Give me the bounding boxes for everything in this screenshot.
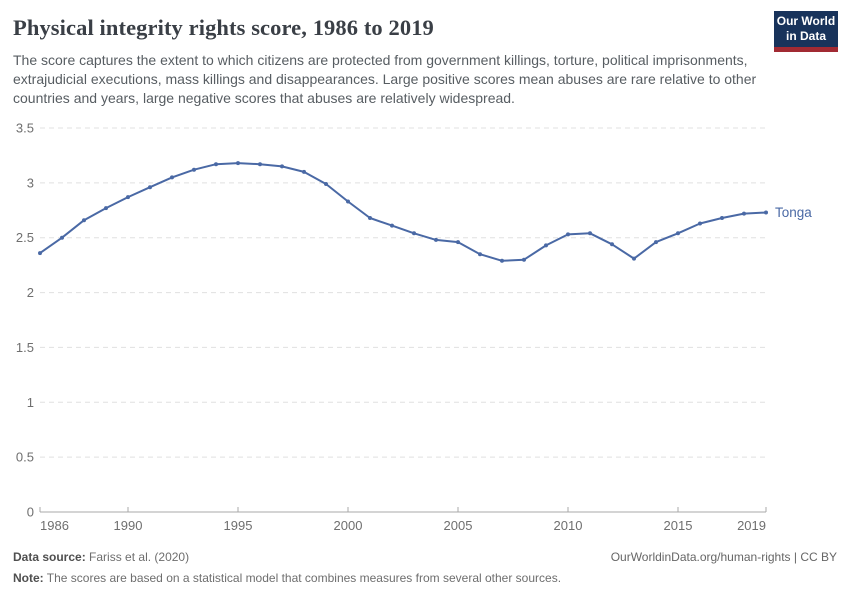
x-tick-label: 1990 [114,518,143,533]
y-tick-label: 1.5 [16,340,34,355]
y-tick-label: 3.5 [16,121,34,136]
page-title: Physical integrity rights score, 1986 to… [13,15,434,40]
data-point [588,231,592,236]
series-line [39,162,767,262]
y-tick-label: 0.5 [16,450,34,465]
x-tick-label: 1995 [224,518,253,533]
data-point [60,235,64,240]
data-point [192,167,196,172]
x-tick-label: 2005 [444,518,473,533]
data-point [698,221,702,226]
owid-logo-line1: Our World [776,14,836,28]
owid-logo: Our World in Data [774,11,838,52]
entity-label[interactable]: Tonga [775,205,812,220]
chart-subtitle: The score captures the extent to which c… [13,52,757,106]
x-tick-label: 2019 [737,518,766,533]
data-point [478,252,482,257]
data-point [38,251,42,256]
note-line: Note: The scores are based on a statisti… [13,568,613,589]
data-point [236,161,240,166]
data-point [324,182,328,186]
data-point [104,206,108,211]
data-point [434,237,438,242]
data-point [390,223,394,228]
y-tick-label: 3 [27,175,34,190]
data-point [566,232,570,237]
y-tick-label: 1 [27,395,34,410]
data-point [82,218,86,223]
data-point [610,242,614,247]
data-source-label: Data source: [13,550,86,564]
data-point [456,240,460,245]
data-point [170,175,174,180]
footer-left: Data source: Fariss et al. (2020) Note: … [13,547,613,589]
data-point [522,257,526,262]
data-point [126,195,130,200]
data-point [368,216,372,220]
data-point [346,199,350,204]
data-point [500,258,504,263]
note-value: The scores are based on a statistical mo… [46,571,562,585]
note-label: Note: [13,571,44,585]
data-point [412,231,416,236]
footer-link[interactable]: OurWorldinData.org/human-rights | CC BY [610,550,837,564]
x-tick-label: 2015 [664,518,693,533]
data-point [632,256,636,261]
x-tick-label: 2010 [554,518,583,533]
data-point [258,162,262,167]
x-tick-label: 1986 [40,518,69,533]
data-point [676,231,680,236]
owid-logo-line2: in Data [785,29,826,43]
data-point [302,169,306,174]
data-point [214,162,218,167]
data-point [280,164,284,169]
data-point [544,243,548,248]
data-source-line: Data source: Fariss et al. (2020) [13,547,613,568]
data-point [764,210,768,215]
data-source-value: Fariss et al. (2020) [89,550,190,564]
y-tick-label: 2.5 [16,230,34,245]
data-point [742,211,746,216]
x-tick-label: 2000 [334,518,363,533]
y-tick-label: 2 [27,285,34,300]
data-point [148,185,152,190]
data-point [720,216,724,220]
data-point [654,240,658,245]
y-tick-label: 0 [27,505,34,520]
